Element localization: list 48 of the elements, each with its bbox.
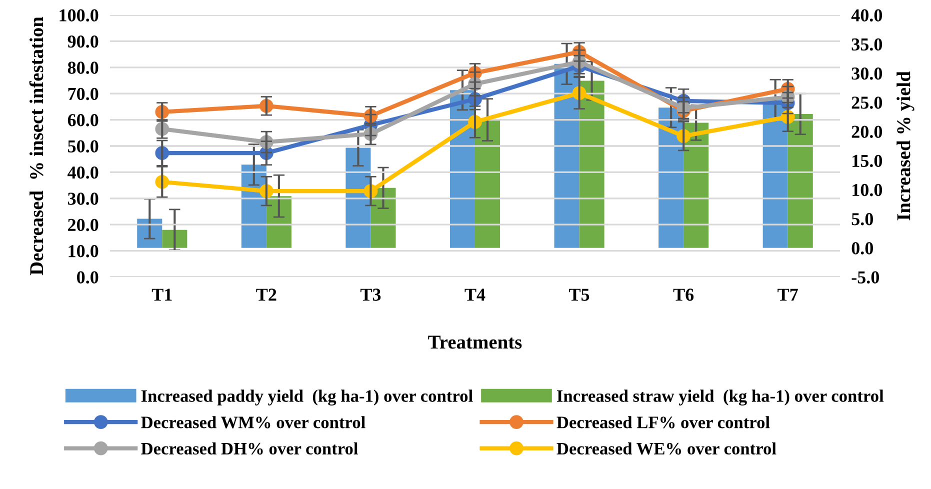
x-tick-label: T1 <box>152 288 172 301</box>
y-axis-title: Decreased % insect infestation <box>29 16 44 276</box>
y2-axis-title: Increased % yield <box>896 71 914 220</box>
y-tick-label: 70.0 <box>68 88 98 100</box>
y2-tick-label: 25.0 <box>852 96 882 109</box>
x-tick-label: T4 <box>464 288 486 301</box>
x-axis-title: Treatments <box>428 336 522 349</box>
y2-tick-label: 10.0 <box>852 184 882 196</box>
bar <box>684 122 709 248</box>
bar <box>579 80 604 248</box>
legend-label: Increased straw yield (kg ha-1) over control <box>557 390 884 406</box>
y2-tick-label: 15.0 <box>852 154 882 168</box>
x-tick-label: T6 <box>673 288 694 301</box>
bar <box>162 230 188 248</box>
y2-tick-label: -5.0 <box>852 271 880 284</box>
y-tick-label: 50.0 <box>68 140 98 153</box>
x-tick-label: T7 <box>778 288 798 301</box>
y-tick-label: 40.0 <box>68 166 98 179</box>
y-tick-label: 10.0 <box>68 245 98 258</box>
x-tick-label: T3 <box>360 288 381 301</box>
y2-tick-label: 5.0 <box>852 213 873 226</box>
bar <box>137 218 162 248</box>
legend-label: Decreased DH% over control <box>141 442 358 455</box>
y-tick-label: 100.0 <box>60 9 98 22</box>
bar <box>788 114 813 248</box>
legend-label: Decreased WE% over control <box>556 442 776 455</box>
legend-label: Decreased LF% over control <box>556 416 770 428</box>
y-tick-label: 90.0 <box>68 35 98 48</box>
x-tick-label: T2 <box>256 288 276 301</box>
y-tick-label: 20.0 <box>68 218 98 232</box>
bar <box>266 196 292 248</box>
bar <box>658 108 684 248</box>
y2-tick-label: 40.0 <box>851 9 882 22</box>
legend-label: Increased paddy yield (kg ha-1) over control <box>141 390 473 406</box>
y-tick-label: 60.0 <box>68 114 98 126</box>
y2-tick-label: 0.0 <box>852 242 873 254</box>
bar <box>346 148 371 248</box>
y2-tick-label: 30.0 <box>852 67 882 80</box>
bar <box>370 188 396 248</box>
y-tick-label: 30.0 <box>68 192 98 205</box>
legend-label: Decreased WM% over control <box>141 416 366 428</box>
bar <box>762 99 788 248</box>
y-tick-label: 0.0 <box>77 271 98 284</box>
y2-tick-label: 35.0 <box>852 38 882 51</box>
y-tick-label: 80.0 <box>68 62 98 74</box>
bar <box>475 120 500 248</box>
x-tick-label: T5 <box>569 288 590 301</box>
y2-tick-label: 20.0 <box>852 126 882 138</box>
